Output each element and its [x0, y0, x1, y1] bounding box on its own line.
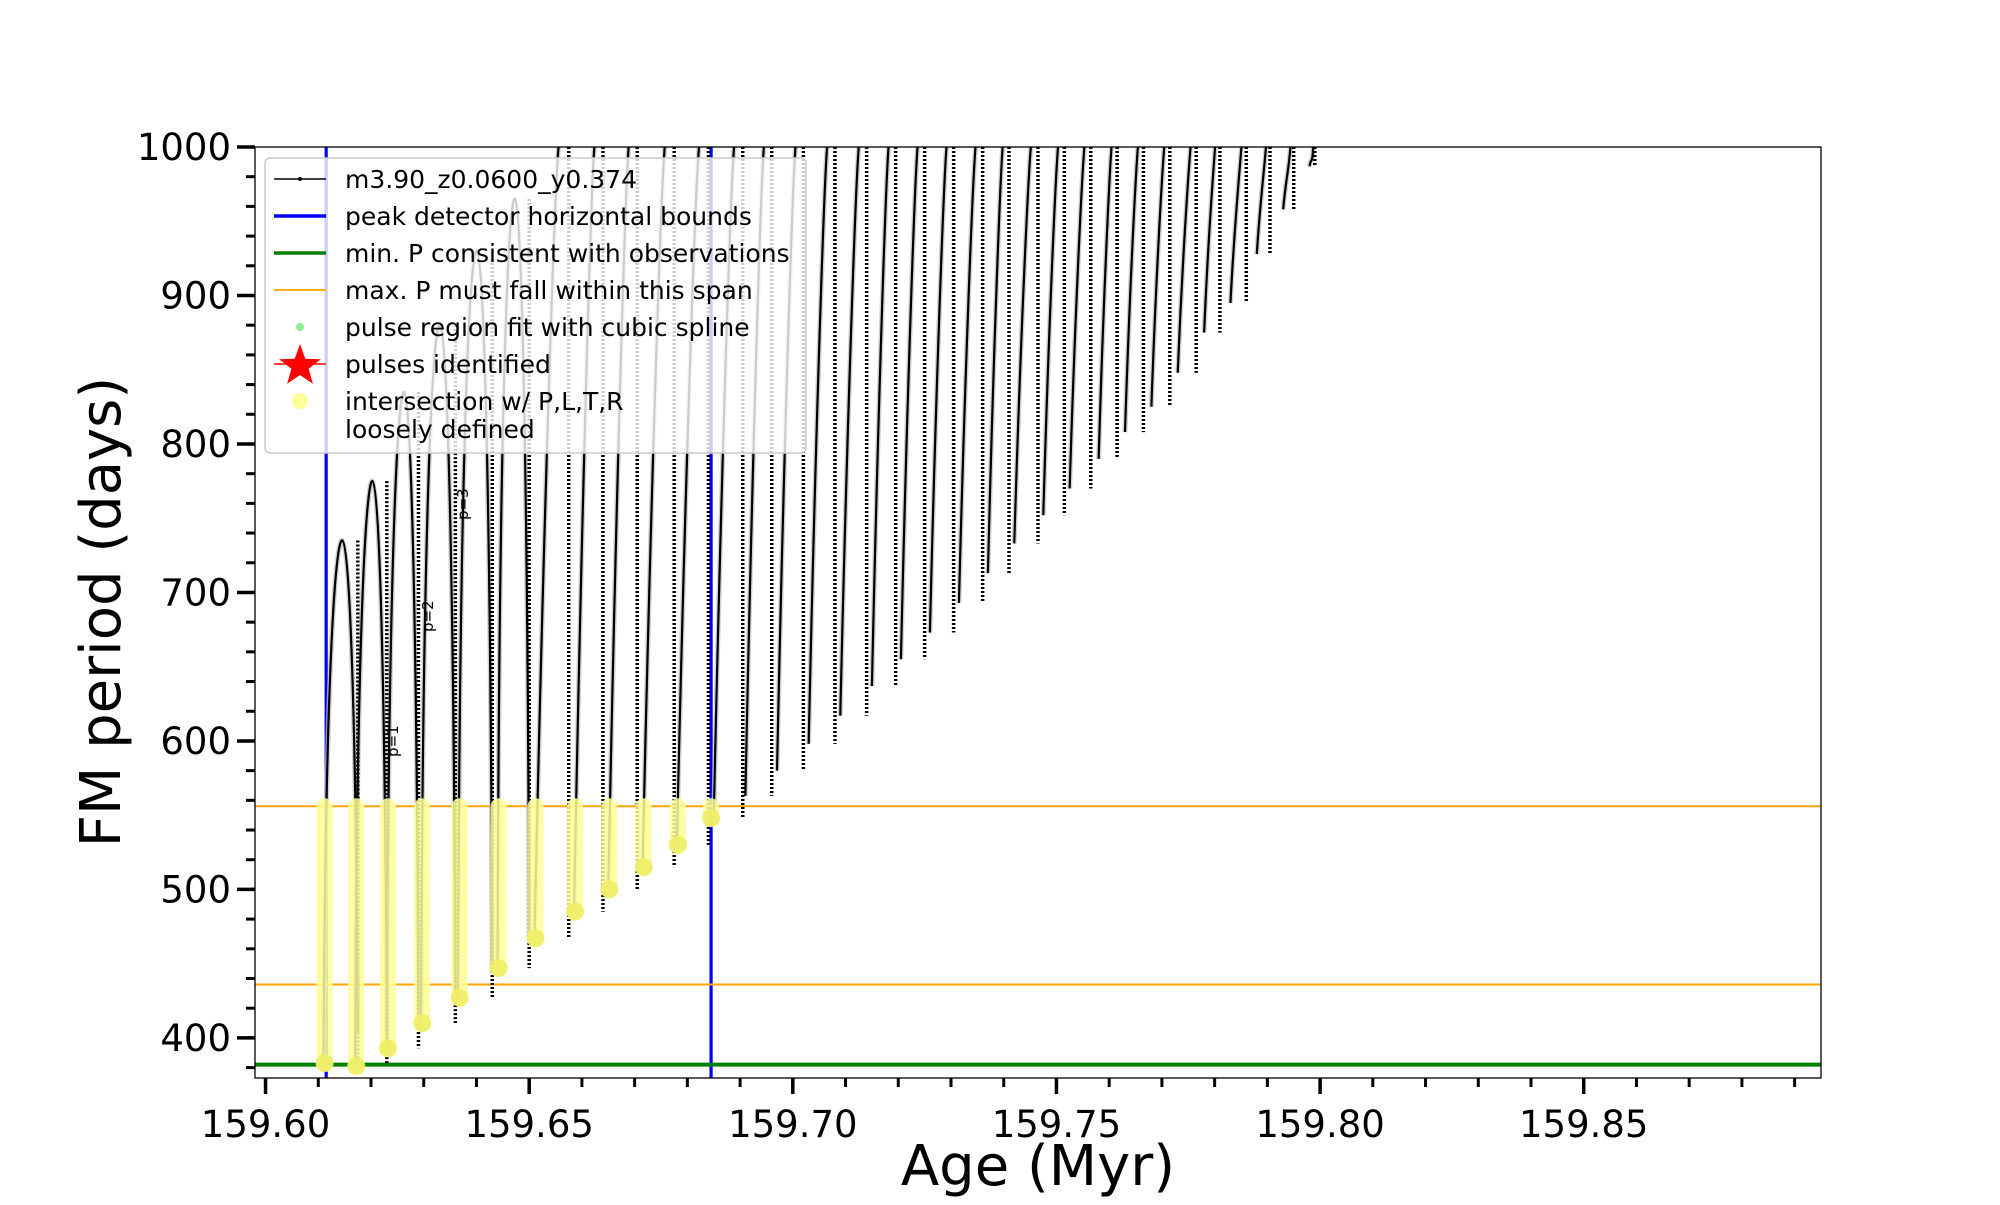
- period-loop-19: [928, 147, 948, 633]
- y-tick-label: 700: [160, 571, 231, 614]
- legend-dot-icon: [292, 393, 308, 409]
- intersection-endpoint-10: [634, 858, 653, 877]
- intersection-endpoint-12: [702, 809, 721, 828]
- legend-label: max. P must fall within this span: [345, 276, 753, 305]
- period-loop-2: [354, 479, 388, 1064]
- x-tick-label: 159.75: [992, 1103, 1121, 1146]
- intersection-endpoint-6: [489, 959, 508, 978]
- legend-label: m3.90_z0.0600_y0.374: [345, 165, 637, 194]
- intersection-endpoint-9: [600, 880, 619, 899]
- period-loop-29: [1202, 147, 1217, 333]
- legend-frame: [264, 157, 807, 454]
- period-loop-1: [322, 539, 359, 1064]
- pulse-labels: p=1 p=2 p=3: [384, 488, 472, 757]
- legend-label-line2: loosely defined: [345, 415, 535, 444]
- y-tick-label: 1000: [137, 126, 231, 169]
- intersection-endpoint-7: [526, 929, 545, 948]
- legend-entry-6: pulses identified: [274, 344, 551, 384]
- period-loop-15: [807, 147, 829, 744]
- intersection-endpoint-5: [450, 988, 469, 1007]
- period-loop-18: [899, 147, 919, 660]
- period-loop-17: [870, 147, 890, 687]
- x-axis-ticks: 159.60 159.65 159.70 159.75 159.80 159.85: [201, 1078, 1797, 1146]
- x-tick-label: 159.85: [1519, 1103, 1648, 1146]
- legend-label: peak detector horizontal bounds: [345, 202, 752, 231]
- intersection-endpoint-1: [315, 1054, 334, 1073]
- period-loop-21: [986, 147, 1004, 574]
- period-loop-26: [1123, 147, 1139, 433]
- intersection-endpoint-2: [347, 1057, 366, 1076]
- intersection-endpoint-3: [378, 1039, 397, 1058]
- y-tick-label: 400: [160, 1017, 231, 1060]
- intersection-series: [315, 798, 721, 1076]
- legend-dot-icon: [298, 177, 302, 181]
- period-loop-25: [1097, 147, 1113, 459]
- intersection-endpoint-11: [668, 835, 687, 854]
- legend-entry-1: m3.90_z0.0600_y0.374: [274, 165, 637, 194]
- legend-label: intersection w/ P,L,T,R: [345, 387, 624, 416]
- period-loop-16: [839, 147, 860, 716]
- x-axis-title: Age (Myr): [901, 1134, 1175, 1199]
- y-tick-label: 800: [160, 423, 231, 466]
- y-tick-label: 900: [160, 274, 231, 317]
- y-axis-ticks: 400 500 600 700 800 900 1000: [137, 126, 255, 1070]
- legend-dot-icon: [296, 323, 304, 331]
- period-loop-30: [1229, 147, 1243, 303]
- legend-entry-2: peak detector horizontal bounds: [274, 202, 752, 231]
- pulse-label-3: p=3: [454, 488, 472, 520]
- plot-frame: [254, 146, 1822, 1079]
- period-loop-23: [1042, 147, 1060, 516]
- legend-entry-3: min. P consistent with observations: [274, 239, 790, 268]
- intersection-endpoint-4: [413, 1014, 432, 1033]
- x-tick-label: 159.70: [728, 1103, 857, 1146]
- y-axis-title: FM period (days): [69, 377, 134, 847]
- pulse-label-1: p=1: [384, 725, 402, 757]
- period-loop-20: [957, 147, 977, 603]
- legend-entry-4: max. P must fall within this span: [274, 276, 753, 305]
- period-loop-24: [1068, 147, 1086, 489]
- legend-star-icon: [279, 344, 321, 384]
- y-tick-label: 500: [160, 868, 231, 911]
- x-tick-label: 159.65: [464, 1103, 593, 1146]
- period-loop-32: [1282, 147, 1292, 210]
- x-tick-label: 159.80: [1255, 1103, 1384, 1146]
- legend-label: pulse region fit with cubic spline: [345, 313, 750, 342]
- period-loop-28: [1176, 147, 1192, 373]
- legend-label: pulses identified: [345, 350, 551, 379]
- x-tick-label: 159.60: [201, 1103, 330, 1146]
- period-loop-22: [1013, 147, 1032, 544]
- legend-label: min. P consistent with observations: [345, 239, 790, 268]
- period-loop-27: [1150, 147, 1166, 407]
- period-loop-31: [1255, 147, 1268, 254]
- y-tick-label: 600: [160, 720, 231, 763]
- period-span-lines: [255, 805, 1821, 1067]
- pulse-label-2: p=2: [419, 600, 437, 632]
- intersection-endpoint-8: [566, 902, 585, 921]
- legend-entry-5: pulse region fit with cubic spline: [296, 313, 750, 342]
